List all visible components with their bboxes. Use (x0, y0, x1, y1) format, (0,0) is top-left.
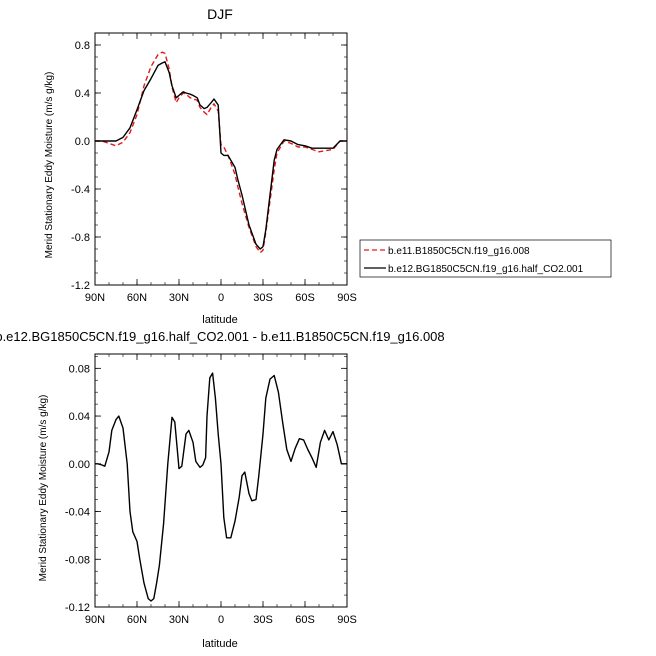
bottom-y-tick-label: 0.00 (69, 459, 90, 471)
bottom-y-axis-label: Merid Stationary Eddy Moisture (m/s g/kg… (38, 395, 49, 582)
top-x-tick-label: 60S (295, 292, 315, 304)
bottom-x-tick-label: 90S (337, 614, 357, 626)
bottom-x-tick-label: 90N (85, 614, 105, 626)
bottom-y-tick-label: 0.04 (69, 411, 90, 423)
top-x-tick-label: 90N (85, 292, 105, 304)
bottom-y-tick-label: -0.08 (65, 554, 90, 566)
bottom-series-line-1 (95, 372, 347, 602)
top-x-tick-label: 90S (337, 292, 357, 304)
bottom-x-tick-label: 30N (169, 614, 189, 626)
top-y-tick-label: 0.0 (75, 136, 90, 148)
bottom-plot-frame (94, 353, 348, 608)
top-y-tick-label: -0.8 (71, 232, 90, 244)
bottom-x-tick-label: 0 (218, 614, 224, 626)
bottom-x-tick-label: 60N (127, 614, 147, 626)
bottom-y-tick-label: -0.04 (65, 507, 90, 519)
bottom-x-axis-label: latitude (202, 638, 237, 650)
legend-label-series-1: b.e11.B1850C5CN.f19_g16.008 (388, 246, 530, 257)
top-y-tick-label: 0.8 (75, 40, 90, 52)
top-x-tick-label: 0 (218, 292, 224, 304)
top-y-tick-label: -1.2 (71, 280, 90, 292)
top-plot-area: 90N 60N 30N 0 30S 60S 90S 0.8 0.4 0.0 -0.4 -0.8 -1.2 (71, 32, 357, 304)
bottom-chart-title: b.e12.BG1850C5CN.f19_g16.half_CO2.001 - … (0, 329, 445, 344)
bottom-x-tick-label: 60S (295, 614, 315, 626)
bottom-panel: b.e12.BG1850C5CN.f19_g16.half_CO2.001 - … (0, 329, 445, 650)
top-chart-title: DJF (207, 6, 233, 22)
legend: b.e11.B1850C5CN.f19_g16.008 b.e12.BG1850… (359, 239, 612, 278)
top-y-tick-label: 0.4 (75, 88, 90, 100)
top-y-axis-label: Merid Stationary Eddy Moisture (m/s g/kg… (44, 72, 55, 259)
bottom-y-tick-label: 0.08 (69, 363, 90, 375)
legend-box (359, 239, 612, 278)
top-plot-frame (94, 32, 348, 286)
top-y-tick-label: -0.4 (71, 184, 90, 196)
top-x-tick-label: 30N (169, 292, 189, 304)
top-x-tick-label: 30S (253, 292, 273, 304)
bottom-x-tick-label: 30S (253, 614, 273, 626)
top-series-line-2 (95, 61, 347, 250)
bottom-plot-area: 90N 60N 30N 0 30S 60S 90S 0.08 0.04 0.00 -0.04 -0.0… (65, 353, 357, 626)
top-panel: DJF 90N 60N 30N 0 30S 60S 90S 0.8 0.4 0.0 -0.4 -0.8… (44, 6, 357, 326)
legend-label-series-2: b.e12.BG1850C5CN.f19_g16.half_CO2.001 (388, 264, 584, 275)
bottom-y-tick-label: -0.12 (65, 602, 90, 614)
top-x-axis-label: latitude (202, 314, 237, 326)
top-x-tick-label: 60N (127, 292, 147, 304)
